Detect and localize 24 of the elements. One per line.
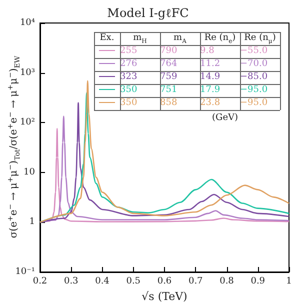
x-tick-label: 0.5	[126, 276, 141, 286]
x-tick-label: 0.7	[188, 276, 204, 286]
y-tick-label: 1	[29, 217, 35, 228]
x-tick-label: 0.8	[220, 276, 234, 286]
annotation: (GeV)	[212, 113, 238, 123]
legend-label: 255 790 9.8 −55.0	[119, 45, 268, 58]
text: Ex. m$_{H}$ m$_{A}$ Re (n$_{e}$) Re (n$_{μ}$)	[100, 33, 276, 45]
y-tick-label: 10²	[20, 118, 36, 128]
x-tick-label: 0.6	[157, 276, 172, 286]
x-tick-label: 1	[286, 276, 292, 286]
x-tick-label: 0.9	[250, 276, 266, 286]
legend-label: 323 759 14.9 −85.0	[119, 71, 268, 84]
legend-label: 350 751 17.9 −95.0	[119, 84, 268, 97]
x-tick-label: 0.2	[32, 276, 48, 286]
x-tick-label: 0.3	[64, 276, 79, 286]
legend-label: 350 858 23.8 −95.0	[119, 97, 268, 110]
y-tick-label: 10⁻¹	[15, 267, 35, 277]
chart-title: Model I-gℓFC	[107, 6, 189, 20]
y-tick-label: 10³	[20, 68, 36, 78]
x-axis-title: √s (TeV)	[142, 290, 188, 303]
y-tick-label: 10	[24, 167, 36, 178]
y-tick-label: 10⁴	[20, 18, 36, 28]
legend-label: 276 764 11.2 −70.0	[119, 58, 268, 71]
x-tick-label: 0.4	[95, 276, 110, 286]
